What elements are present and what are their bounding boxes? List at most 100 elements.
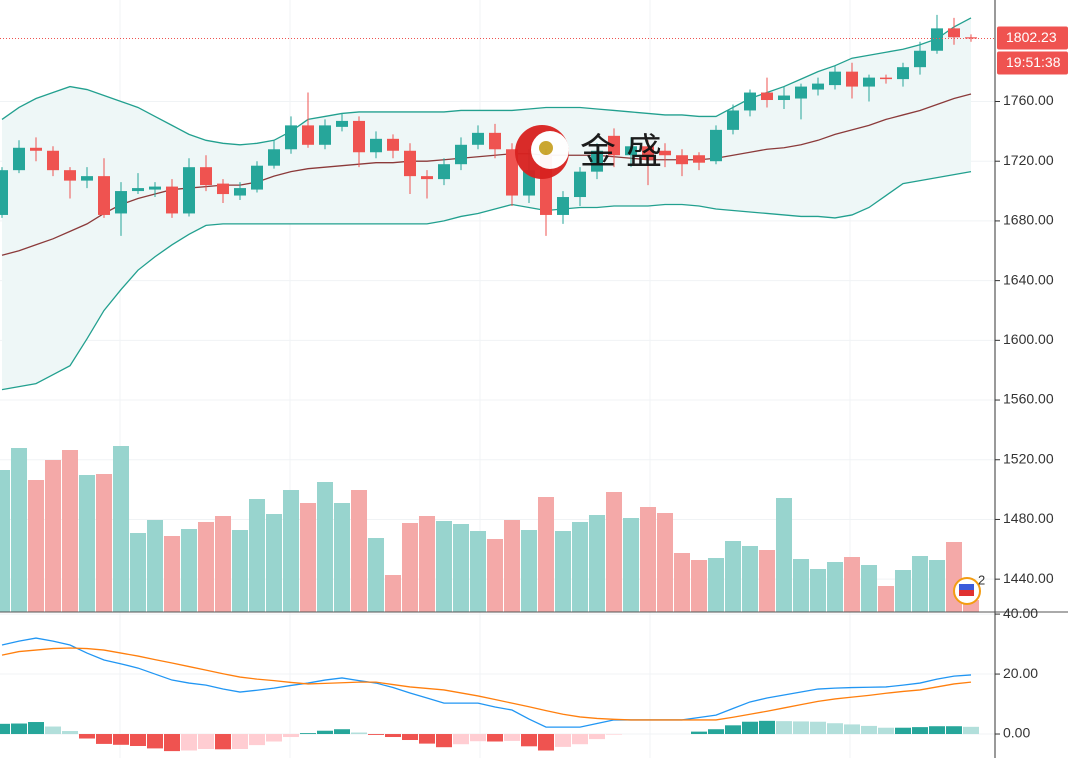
candle-body (98, 176, 110, 215)
histogram-bar (113, 734, 129, 745)
flag[interactable] (959, 590, 974, 596)
events-badge[interactable]: 2 (953, 572, 985, 605)
histogram-bar (385, 734, 401, 738)
volume-bar (402, 523, 418, 612)
volume-bar (419, 516, 435, 612)
histogram-bar (28, 722, 44, 735)
candle-body (81, 176, 93, 181)
candle-body (506, 149, 518, 196)
y-tick-label: 1600.00 (1003, 331, 1054, 347)
volume-bar (793, 559, 809, 612)
volume-bar (640, 507, 656, 612)
volume-bar (912, 556, 928, 612)
candle-body (489, 132, 501, 150)
candle-body (336, 120, 348, 127)
candle-body (64, 170, 76, 181)
volume-bar (691, 560, 707, 612)
volume-bar (385, 575, 401, 612)
candle-body (217, 183, 229, 195)
candle-body (829, 71, 841, 86)
volume-bar (300, 503, 316, 612)
candle-body (353, 120, 365, 153)
candle-body (472, 132, 484, 145)
volume-bar (453, 524, 469, 612)
histogram-bar (504, 734, 520, 741)
candle-body (727, 110, 739, 130)
candle-body (659, 150, 671, 156)
volume-bar (742, 546, 758, 612)
volume-bar (334, 503, 350, 612)
histogram-bar (521, 734, 537, 747)
candle-body (846, 71, 858, 87)
volume-bar (11, 448, 27, 612)
badge-count[interactable]: 2 (978, 572, 985, 587)
histogram-bar (606, 734, 622, 735)
volume-bar (368, 538, 384, 612)
volume-bar (623, 518, 639, 612)
histogram-bar (232, 734, 248, 750)
candle-body (863, 77, 875, 87)
histogram-bar (317, 730, 333, 735)
candle-body (132, 188, 144, 192)
histogram-bar (130, 734, 146, 747)
y-tick-label: 1760.00 (1003, 92, 1054, 108)
volume-bar (657, 513, 673, 612)
candle-body (676, 155, 688, 165)
histogram-bar (0, 723, 10, 735)
bollinger-lower (1, 171, 972, 391)
volume-bar (844, 557, 860, 612)
candle-body (795, 86, 807, 99)
candle-body (710, 129, 722, 162)
histogram-bar (725, 725, 741, 735)
histogram-bar (453, 734, 469, 745)
histogram-bar (147, 734, 163, 749)
countdown-label: 19:51:38 (1006, 54, 1061, 70)
candle-body (455, 144, 467, 165)
candle-body (931, 28, 943, 51)
candle-body (285, 125, 297, 150)
volume-bar (538, 497, 554, 612)
y-tick-label: 1520.00 (1003, 450, 1054, 466)
volume-bar (606, 492, 622, 612)
histogram-bar (691, 731, 707, 735)
y-tick-label: 1440.00 (1003, 570, 1054, 586)
y-tick-label: 40.00 (1003, 605, 1038, 621)
candle-body (149, 186, 161, 190)
y-tick-label: 1480.00 (1003, 510, 1054, 526)
candle-body (948, 28, 960, 38)
candle-body (557, 197, 569, 215)
candle-body (421, 176, 433, 180)
candle-body (183, 167, 195, 214)
countdown-bg (997, 51, 1068, 75)
volume-bar (79, 475, 95, 612)
histogram-bar (912, 727, 928, 735)
candle-body (47, 150, 59, 171)
histogram-bar (283, 734, 299, 738)
volume-bar (232, 530, 248, 612)
watermark: 金盛 (515, 125, 662, 179)
candle-body (812, 83, 824, 90)
histogram-bar (215, 734, 231, 750)
macd-line (1, 637, 972, 728)
y-tick-label: 1560.00 (1003, 391, 1054, 407)
histogram-bar (776, 721, 792, 735)
histogram-bar (62, 731, 78, 735)
candle-body (370, 138, 382, 153)
candle-body (897, 67, 909, 80)
candle-body (693, 155, 705, 163)
histogram-bar (351, 732, 367, 735)
histogram-bar (402, 734, 418, 741)
candle-body (0, 170, 8, 215)
band-fill (2, 17, 971, 390)
volume-bar (827, 562, 843, 612)
candle-body (778, 95, 790, 101)
volume-bar (317, 482, 333, 612)
candle-body (965, 37, 977, 39)
volume-bar (861, 565, 877, 612)
volume-bar (249, 499, 265, 612)
histogram-bar (810, 721, 826, 735)
histogram-bar (895, 727, 911, 735)
volume-bar (708, 558, 724, 612)
histogram-bar (793, 721, 809, 735)
